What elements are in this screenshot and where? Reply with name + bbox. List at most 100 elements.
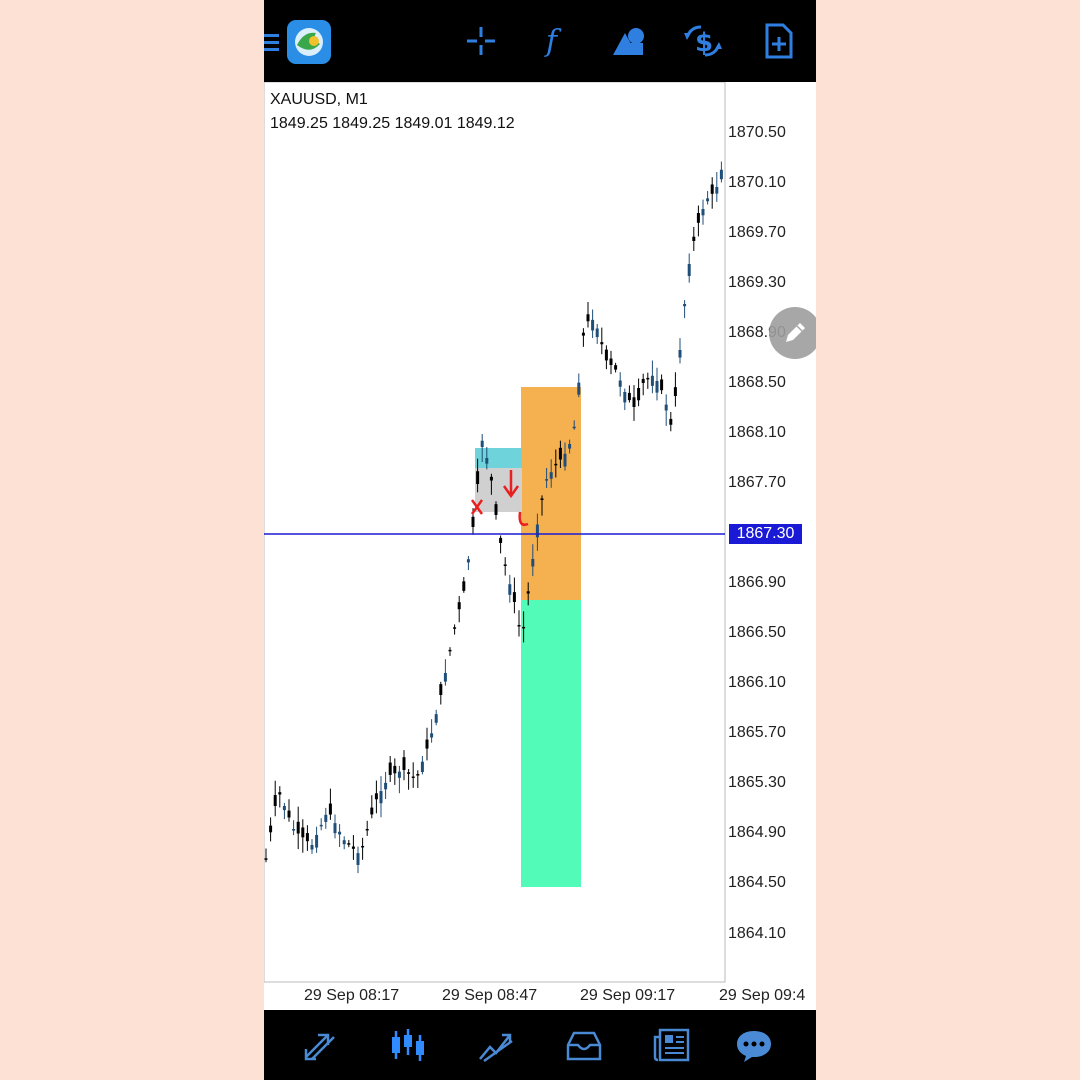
candle-body — [586, 314, 590, 322]
plot-area — [264, 82, 726, 983]
candle-body — [489, 476, 493, 481]
svg-text:$: $ — [695, 28, 713, 58]
candle-body — [563, 453, 567, 467]
price-tick: 1866.90 — [728, 574, 786, 591]
candle-body — [476, 471, 480, 484]
candle-body — [471, 516, 475, 527]
candle-body — [439, 684, 443, 695]
candle-body — [356, 853, 360, 865]
price-tick: 1868.50 — [728, 374, 786, 391]
candle-body — [425, 739, 429, 749]
candle-body — [333, 823, 337, 834]
candle-body — [522, 626, 526, 629]
candle-body — [618, 380, 622, 387]
candle-body — [416, 774, 420, 776]
metatrader-logo-icon[interactable] — [286, 19, 332, 65]
candle-body — [655, 381, 659, 393]
candle-body — [430, 733, 434, 738]
dollar-refresh-icon[interactable]: $ — [680, 18, 726, 64]
candle-body — [328, 803, 332, 815]
top-toolbar: f $ — [264, 0, 816, 82]
candle-body — [623, 392, 627, 403]
candle-body — [397, 771, 401, 778]
candle-body — [282, 806, 286, 811]
price-tick: 1866.10 — [728, 674, 786, 691]
candle-body — [462, 581, 466, 591]
candle-body — [650, 375, 654, 386]
candle-body — [696, 213, 700, 223]
price-tick: 1866.50 — [728, 624, 786, 641]
candle-body — [687, 264, 691, 277]
new-document-icon[interactable] — [756, 18, 802, 64]
shapes-icon[interactable] — [606, 18, 652, 64]
candle-body — [374, 793, 378, 800]
candle-body — [660, 379, 664, 391]
candle-body — [480, 440, 484, 447]
candle-body — [535, 524, 539, 538]
trade-trend-icon[interactable] — [472, 1024, 520, 1066]
candle-body — [568, 444, 572, 449]
candle-body — [710, 184, 714, 194]
candle-body — [402, 757, 406, 770]
candle-body — [715, 187, 719, 194]
time-tick: 29 Sep 08:47 — [442, 987, 538, 1004]
candle-body — [508, 584, 512, 595]
candle-body — [351, 846, 355, 849]
candle-body — [669, 418, 673, 425]
quotes-arrows-icon[interactable] — [296, 1024, 344, 1066]
candle-body — [315, 834, 319, 848]
candle-body — [637, 388, 641, 401]
candle-body — [384, 782, 388, 790]
candle-body — [604, 349, 608, 361]
candle-body — [641, 378, 645, 383]
price-tick: 1869.30 — [728, 274, 786, 291]
news-icon[interactable] — [648, 1024, 696, 1066]
candle-body — [540, 498, 544, 500]
candle-body — [627, 392, 631, 401]
pencil-icon — [786, 323, 805, 342]
function-icon[interactable]: f — [532, 18, 578, 64]
candle-body — [512, 592, 516, 602]
crosshair-icon[interactable] — [458, 18, 504, 64]
candle-body — [338, 831, 342, 835]
time-tick: 29 Sep 09:4 — [719, 987, 806, 1004]
edit-pencil-button[interactable] — [769, 307, 816, 359]
candle-body — [296, 821, 300, 834]
chart-symbol: XAUUSD, M1 — [270, 91, 368, 108]
candle-body — [692, 236, 696, 241]
candle-body — [448, 649, 452, 652]
price-tick: 1865.30 — [728, 774, 786, 791]
candle-body — [632, 397, 636, 407]
candle-body — [558, 447, 562, 460]
candle-body — [278, 792, 282, 795]
candle-body — [609, 358, 613, 365]
candlestick-chart-icon[interactable] — [384, 1024, 432, 1066]
candle-body — [319, 824, 323, 827]
candle-body — [517, 624, 521, 627]
price-tick: 1870.50 — [728, 124, 786, 141]
candle-body — [683, 304, 687, 307]
price-chart[interactable] — [264, 82, 816, 1010]
bottom-navigation — [264, 1010, 816, 1080]
candle-body — [554, 463, 558, 466]
hamburger-icon[interactable] — [264, 22, 286, 62]
candle-body — [420, 761, 424, 773]
candle-body — [595, 328, 599, 338]
candle-body — [549, 472, 553, 479]
inbox-history-icon[interactable] — [560, 1024, 608, 1066]
candle-body — [706, 198, 710, 202]
price-tick: 1864.50 — [728, 874, 786, 891]
chat-bubble-icon[interactable] — [730, 1024, 778, 1066]
price-tick: 1868.10 — [728, 424, 786, 441]
candle-body — [443, 673, 447, 682]
candle-body — [434, 714, 438, 723]
candle-body — [719, 169, 723, 180]
candle-body — [379, 791, 383, 804]
time-tick: 29 Sep 09:17 — [580, 987, 676, 1004]
candle-body — [545, 479, 549, 481]
candlestick-series — [264, 161, 723, 874]
candle-body — [310, 845, 314, 850]
candle-body — [273, 795, 277, 806]
candle-body — [600, 342, 604, 345]
candle-body — [591, 319, 595, 331]
